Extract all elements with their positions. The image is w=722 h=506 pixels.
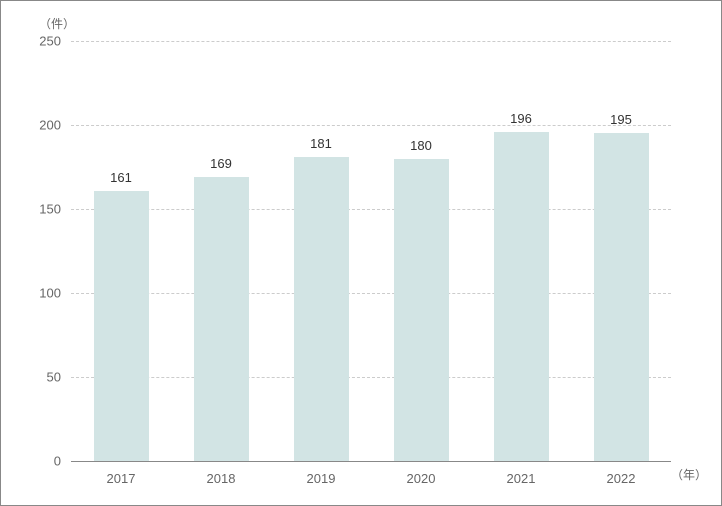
- plot-area: 0501001502002501612017169201818120191802…: [71, 41, 671, 461]
- bar: 196: [494, 132, 549, 461]
- bar-value-label: 181: [310, 136, 332, 157]
- y-axis-unit: （件）: [39, 15, 75, 32]
- y-tick-label: 50: [31, 370, 71, 385]
- y-tick-label: 0: [31, 454, 71, 469]
- y-tick-label: 150: [31, 202, 71, 217]
- bar: 195: [594, 133, 649, 461]
- bar-value-label: 161: [110, 170, 132, 191]
- bar-value-label: 169: [210, 156, 232, 177]
- bar-value-label: 180: [410, 138, 432, 159]
- bar-chart: （件） （年） 05010015020025016120171692018181…: [0, 0, 722, 506]
- bar: 169: [194, 177, 249, 461]
- gridline: [71, 209, 671, 210]
- axis-baseline: [71, 461, 671, 462]
- bar: 180: [394, 159, 449, 461]
- bar-value-label: 196: [510, 111, 532, 132]
- bar: 181: [294, 157, 349, 461]
- x-tick-label: 2019: [307, 461, 336, 486]
- gridline: [71, 293, 671, 294]
- x-tick-label: 2021: [507, 461, 536, 486]
- y-tick-label: 250: [31, 34, 71, 49]
- bar: 161: [94, 191, 149, 461]
- gridline: [71, 377, 671, 378]
- x-tick-label: 2020: [407, 461, 436, 486]
- x-axis-unit: （年）: [671, 466, 707, 483]
- y-tick-label: 200: [31, 118, 71, 133]
- x-tick-label: 2022: [607, 461, 636, 486]
- bar-value-label: 195: [610, 112, 632, 133]
- gridline: [71, 41, 671, 42]
- gridline: [71, 125, 671, 126]
- x-tick-label: 2017: [107, 461, 136, 486]
- x-tick-label: 2018: [207, 461, 236, 486]
- y-tick-label: 100: [31, 286, 71, 301]
